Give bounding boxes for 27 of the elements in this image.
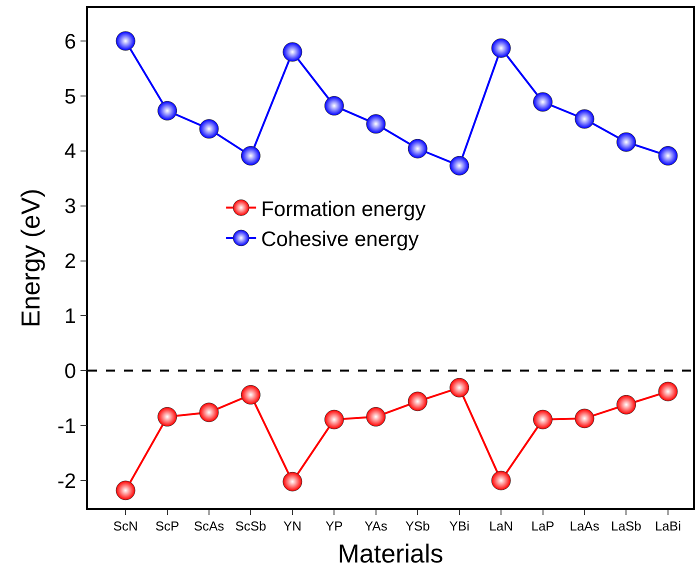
- y-tick-label: 6: [64, 30, 76, 54]
- x-tick-label: LaBi: [654, 518, 682, 534]
- x-tick-label: ScAs: [194, 518, 225, 534]
- x-tick-label: YBi: [449, 518, 470, 534]
- y-tick-label: 2: [64, 250, 76, 274]
- legend-label: Cohesive energy: [261, 228, 420, 252]
- x-tick-label: YN: [283, 518, 302, 534]
- x-tick-label: YP: [326, 518, 343, 534]
- x-tick-label: ScN: [113, 518, 138, 534]
- y-tick-label: -2: [57, 470, 76, 493]
- y-axis-title: Energy (eV): [15, 188, 46, 328]
- x-tick-label: LaN: [489, 518, 513, 534]
- legend-label: Formation energy: [261, 198, 426, 221]
- x-tick-label: LaSb: [611, 518, 642, 534]
- x-tick-label: YAs: [364, 518, 388, 534]
- y-tick-label: -1: [57, 414, 76, 438]
- x-tick-label: ScP: [155, 518, 180, 534]
- y-tick-label: 1: [64, 305, 76, 328]
- x-tick-label: LaAs: [570, 518, 600, 534]
- x-tick-label: LaP: [531, 518, 554, 534]
- y-tick-label: 3: [64, 195, 76, 218]
- y-tick-label: 4: [64, 140, 76, 164]
- x-axis-title: Materials: [338, 538, 444, 569]
- y-tick-label: 0: [64, 360, 76, 383]
- y-tick-label: 5: [64, 85, 76, 108]
- x-tick-label: YSb: [405, 518, 430, 534]
- x-tick-label: ScSb: [235, 518, 266, 534]
